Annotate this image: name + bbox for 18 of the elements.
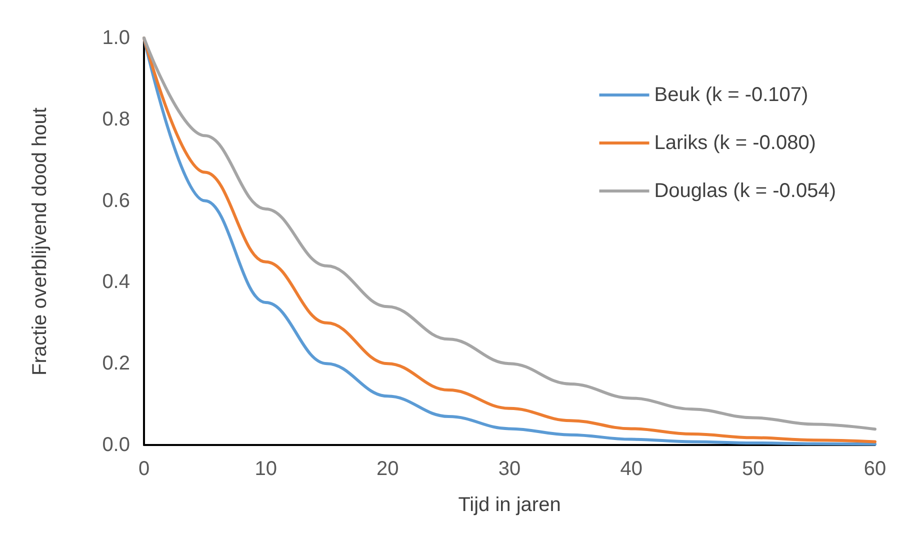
x-tick-label: 20 <box>376 458 399 480</box>
legend-label: Beuk (k = -0.107) <box>654 84 808 106</box>
x-tick-label: 10 <box>254 458 277 480</box>
legend-label: Lariks (k = -0.080) <box>654 132 816 154</box>
y-tick-label: 0.2 <box>102 352 130 375</box>
x-axis-title: Tijd in jaren <box>458 494 561 516</box>
y-tick-label: 1.0 <box>102 27 130 49</box>
y-tick-label: 0.6 <box>102 190 130 212</box>
x-tick-label: 60 <box>864 458 886 480</box>
legend-label: Douglas (k = -0.054) <box>654 180 836 202</box>
y-tick-label: 0.4 <box>102 271 130 294</box>
y-tick-label: 0.8 <box>102 108 130 130</box>
y-axis-title: Fractie overblijvend dood hout <box>29 107 51 376</box>
y-tick-label: 0.0 <box>102 434 130 456</box>
x-tick-label: 0 <box>138 458 150 480</box>
x-tick-label: 30 <box>498 458 521 480</box>
x-tick-label: 50 <box>742 458 764 480</box>
x-tick-label: 40 <box>620 458 642 480</box>
